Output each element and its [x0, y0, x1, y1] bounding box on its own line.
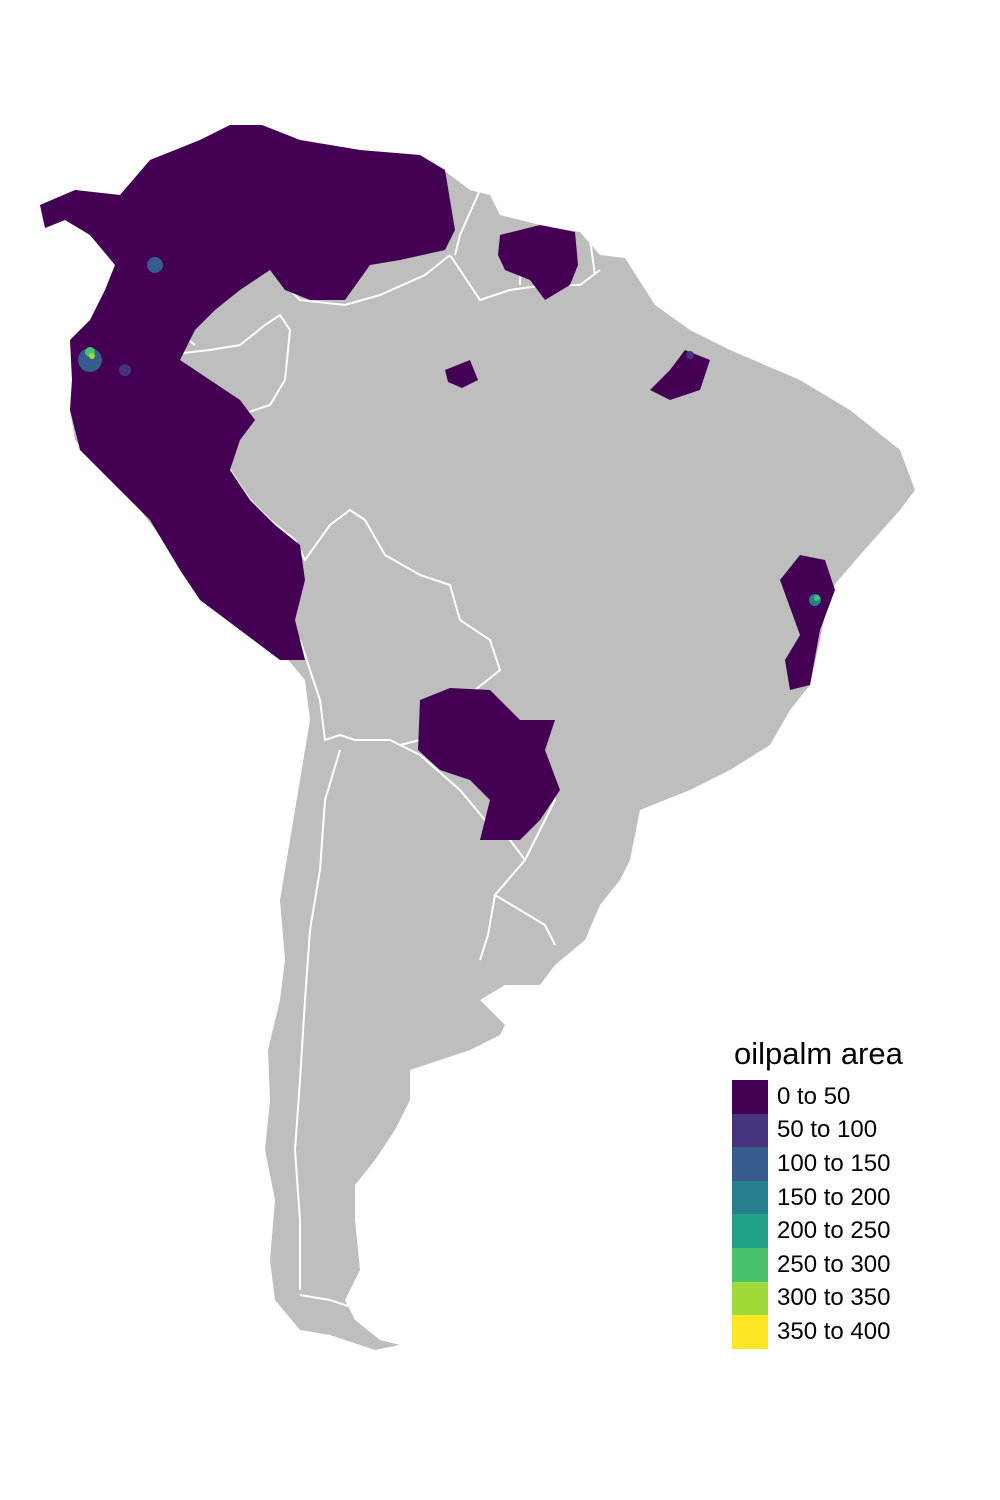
legend-item: 200 to 250: [732, 1214, 972, 1248]
legend-label: 0 to 50: [777, 1082, 851, 1110]
legend-swatch: [732, 1214, 768, 1248]
legend-item: 250 to 300: [732, 1247, 972, 1282]
legend-item: 0 to 50: [732, 1080, 972, 1114]
legend-swatch: [732, 1147, 768, 1181]
legend-label: 300 to 350: [777, 1284, 891, 1312]
raster-guiana: [498, 225, 578, 300]
legend-swatch: [732, 1281, 768, 1316]
legend-label: 50 to 100: [777, 1116, 878, 1144]
legend-item: 350 to 400: [732, 1315, 972, 1349]
oilpalm-raster-highlights: [78, 257, 821, 606]
oilpalm-raster: [40, 125, 835, 840]
raster-bahia: [780, 555, 835, 690]
legend-item: 150 to 200: [732, 1180, 972, 1215]
raster-andes-north: [40, 125, 455, 660]
raster-paraguay: [418, 688, 560, 840]
raster-amazon-patch: [445, 360, 478, 388]
legend-item: 50 to 100: [732, 1113, 972, 1148]
legend-item: 300 to 350: [732, 1281, 972, 1316]
legend-label: 100 to 150: [777, 1149, 891, 1177]
legend-label: 150 to 200: [777, 1183, 891, 1211]
legend-swatch: [732, 1180, 768, 1215]
legend-swatch: [732, 1113, 768, 1148]
legend-swatch: [732, 1247, 768, 1282]
legend-items: 0 to 50 50 to 100 100 to 150 150 to 200 200 …: [732, 1080, 972, 1349]
legend-label: 350 to 400: [777, 1317, 891, 1345]
legend-item: 100 to 150: [732, 1147, 972, 1181]
legend-label: 200 to 250: [777, 1217, 891, 1245]
legend-swatch: [732, 1080, 768, 1114]
legend-swatch: [732, 1315, 768, 1349]
legend-label: 250 to 300: [777, 1250, 891, 1278]
legend-title: oilpalm area: [734, 1036, 903, 1071]
raster-para: [650, 350, 710, 400]
legend: oilpalm area 0 to 50 50 to 100 100 to 150 1…: [732, 1036, 972, 1349]
